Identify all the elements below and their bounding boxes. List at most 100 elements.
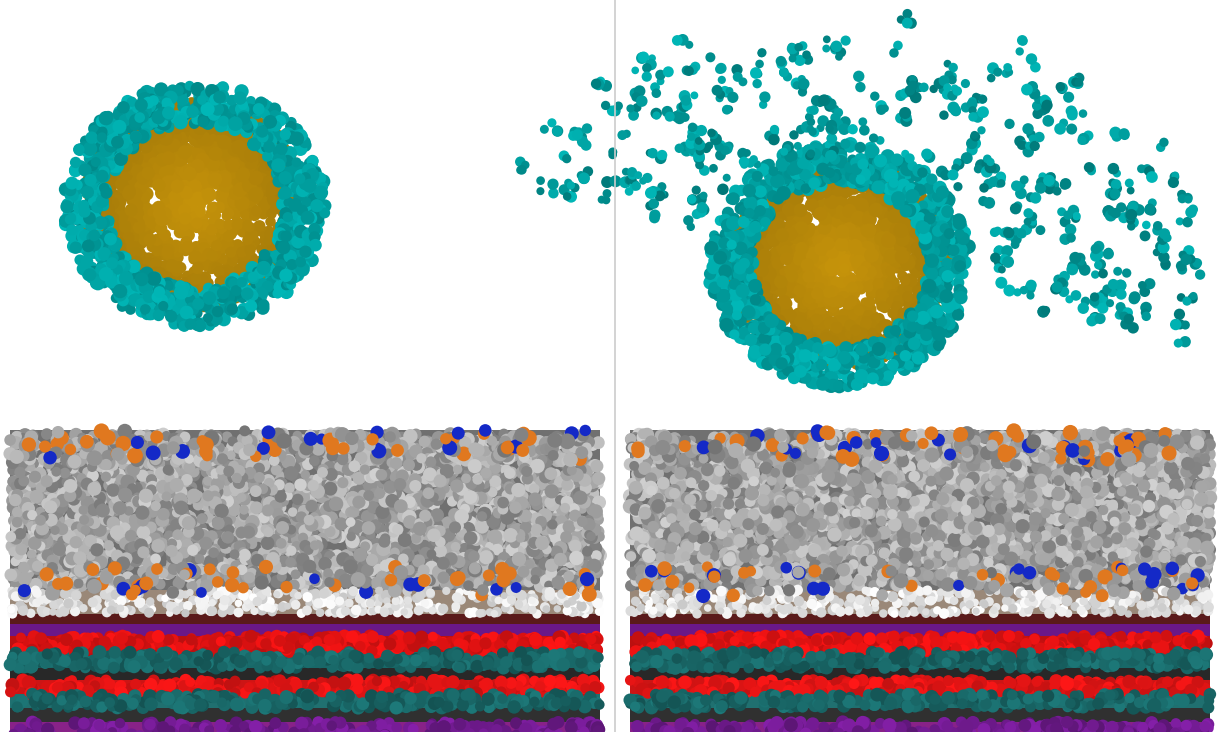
- Point: [841, 138, 860, 150]
- Point: [332, 450, 351, 462]
- Point: [678, 579, 698, 591]
- Point: [250, 267, 270, 279]
- Point: [151, 116, 171, 128]
- Point: [886, 538, 905, 550]
- Point: [307, 216, 327, 228]
- Point: [983, 476, 1003, 488]
- Point: [978, 472, 998, 484]
- Point: [622, 173, 642, 185]
- Point: [401, 567, 421, 578]
- Point: [168, 643, 188, 654]
- Point: [203, 250, 222, 261]
- Point: [659, 689, 678, 701]
- Point: [971, 124, 991, 136]
- Point: [72, 658, 91, 670]
- Point: [1153, 698, 1172, 710]
- Point: [489, 488, 509, 500]
- Point: [743, 585, 762, 597]
- Point: [7, 430, 27, 442]
- Point: [555, 651, 575, 662]
- Point: [788, 336, 808, 348]
- Point: [442, 561, 461, 572]
- Point: [1092, 692, 1111, 704]
- Point: [368, 562, 388, 574]
- Point: [704, 163, 723, 174]
- Point: [814, 561, 833, 573]
- Point: [716, 730, 736, 732]
- Point: [1080, 162, 1099, 173]
- Point: [916, 173, 936, 184]
- Point: [106, 448, 126, 460]
- Point: [892, 340, 911, 352]
- Point: [1121, 548, 1141, 559]
- Point: [860, 296, 880, 308]
- Point: [1110, 470, 1130, 482]
- Point: [849, 212, 869, 224]
- Point: [553, 534, 572, 545]
- Point: [893, 319, 913, 331]
- Point: [429, 566, 449, 578]
- Point: [626, 482, 645, 493]
- Point: [472, 441, 492, 452]
- Point: [104, 222, 123, 234]
- Point: [773, 149, 793, 161]
- Point: [285, 216, 305, 228]
- Point: [176, 608, 195, 619]
- Point: [126, 643, 145, 654]
- Point: [921, 539, 941, 551]
- Point: [140, 456, 160, 468]
- Point: [666, 508, 686, 520]
- Point: [799, 340, 819, 351]
- Point: [762, 653, 782, 665]
- Point: [759, 657, 778, 668]
- Point: [908, 316, 927, 328]
- Point: [1170, 493, 1190, 504]
- Point: [372, 462, 392, 474]
- Point: [916, 531, 936, 542]
- Point: [732, 235, 752, 247]
- Point: [260, 491, 279, 503]
- Point: [146, 453, 166, 465]
- Point: [321, 681, 340, 693]
- Point: [195, 293, 215, 305]
- Point: [224, 477, 244, 489]
- Point: [749, 482, 769, 493]
- Point: [888, 236, 908, 248]
- Point: [1054, 580, 1074, 591]
- Point: [1111, 721, 1131, 732]
- Point: [2, 457, 22, 468]
- Point: [856, 319, 876, 331]
- Point: [1108, 527, 1127, 539]
- Point: [74, 514, 94, 526]
- Point: [580, 578, 599, 590]
- Point: [1100, 570, 1120, 582]
- Point: [384, 431, 404, 443]
- Point: [137, 504, 156, 516]
- Point: [309, 597, 328, 609]
- Point: [1144, 699, 1164, 711]
- Point: [810, 687, 830, 699]
- Point: [1176, 442, 1196, 454]
- Point: [827, 40, 847, 52]
- Point: [99, 651, 118, 662]
- Point: [44, 641, 63, 653]
- Point: [706, 486, 726, 498]
- Point: [317, 489, 337, 501]
- Point: [1075, 634, 1094, 646]
- Point: [753, 355, 772, 367]
- Point: [115, 122, 134, 134]
- Point: [991, 564, 1010, 576]
- Point: [464, 534, 483, 545]
- Point: [364, 682, 383, 694]
- Point: [765, 325, 784, 337]
- Point: [155, 501, 174, 512]
- Point: [834, 701, 854, 712]
- Point: [856, 316, 876, 328]
- Point: [521, 691, 540, 703]
- Point: [937, 266, 956, 278]
- Point: [944, 541, 964, 553]
- Point: [640, 471, 660, 482]
- Point: [717, 504, 737, 515]
- Point: [238, 435, 257, 447]
- Point: [349, 702, 368, 714]
